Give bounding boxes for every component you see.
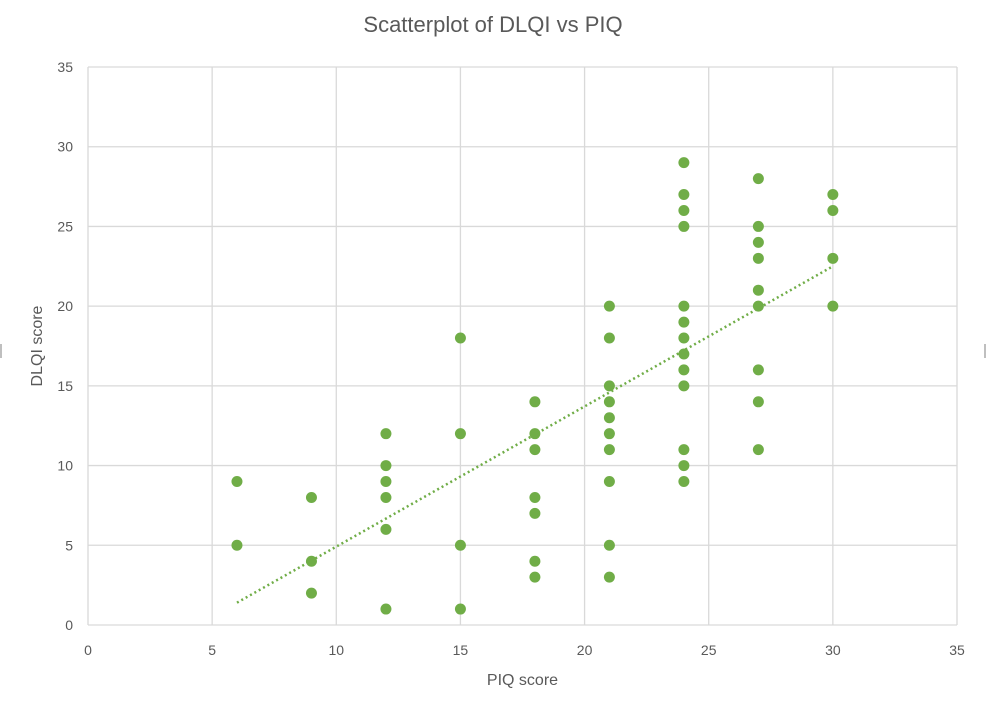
data-point [752, 364, 764, 376]
data-point [305, 587, 317, 599]
tick-labels: 0 5 10 15 20 25 30 35 0 5 10 15 20 25 30 35 [57, 59, 965, 658]
y-tick-label: 30 [57, 139, 73, 155]
y-tick-label: 35 [57, 59, 73, 75]
data-point [305, 555, 317, 567]
data-point [529, 428, 541, 440]
data-point [678, 476, 690, 488]
data-point [305, 491, 317, 503]
data-point [603, 444, 615, 456]
data-point [603, 476, 615, 488]
data-point [827, 204, 839, 216]
data-point [231, 476, 243, 488]
data-point [603, 332, 615, 344]
data-point [454, 332, 466, 344]
y-tick-label: 5 [65, 537, 73, 553]
y-tick-label: 0 [65, 617, 73, 633]
data-point [603, 571, 615, 583]
data-point [678, 380, 690, 392]
data-point [827, 252, 839, 264]
data-point [603, 300, 615, 312]
trendline-group [236, 265, 834, 604]
y-tick-label: 20 [57, 298, 73, 314]
x-tick-label: 5 [208, 642, 216, 658]
left-resize-handle[interactable] [0, 344, 2, 358]
data-point [529, 396, 541, 408]
data-point [752, 236, 764, 248]
data-point [678, 189, 690, 201]
y-tick-label: 15 [57, 378, 73, 394]
data-point [380, 460, 392, 472]
data-point [827, 189, 839, 201]
data-point [454, 603, 466, 615]
data-point [529, 507, 541, 519]
x-tick-label: 20 [577, 642, 593, 658]
data-point [827, 300, 839, 312]
trendline [236, 265, 834, 604]
x-tick-label: 25 [701, 642, 717, 658]
data-point [603, 396, 615, 408]
y-axis-title: DLQI score [29, 305, 46, 386]
data-point [231, 539, 243, 551]
data-point [603, 412, 615, 424]
data-point [678, 316, 690, 328]
data-point [678, 444, 690, 456]
x-tick-label: 10 [328, 642, 344, 658]
data-point [752, 284, 764, 296]
chart-title: Scatterplot of DLQI vs PIQ [363, 12, 623, 37]
data-point [678, 220, 690, 232]
x-tick-label: 15 [453, 642, 469, 658]
data-point [752, 252, 764, 264]
data-points [231, 157, 839, 615]
data-point [603, 380, 615, 392]
data-point [678, 460, 690, 472]
data-point [380, 523, 392, 535]
data-point [678, 332, 690, 344]
data-point [752, 396, 764, 408]
data-point [678, 364, 690, 376]
data-point [454, 428, 466, 440]
data-point [529, 571, 541, 583]
data-point [529, 491, 541, 503]
data-point [752, 220, 764, 232]
data-point [529, 555, 541, 567]
data-point [380, 491, 392, 503]
data-point [380, 428, 392, 440]
data-point [678, 300, 690, 312]
data-point [752, 173, 764, 185]
data-point [752, 444, 764, 456]
x-tick-label: 35 [949, 642, 965, 658]
data-point [380, 603, 392, 615]
right-resize-handle[interactable] [984, 344, 986, 358]
x-axis-title: PIQ score [487, 672, 558, 689]
y-tick-label: 25 [57, 218, 73, 234]
y-tick-label: 10 [57, 458, 73, 474]
data-point [678, 157, 690, 169]
data-point [380, 476, 392, 488]
data-point [454, 539, 466, 551]
data-point [678, 348, 690, 360]
gridlines [87, 66, 958, 626]
x-tick-label: 0 [84, 642, 92, 658]
data-point [752, 300, 764, 312]
data-point [603, 428, 615, 440]
data-point [529, 444, 541, 456]
x-tick-label: 30 [825, 642, 841, 658]
data-point [678, 204, 690, 216]
data-point [603, 539, 615, 551]
